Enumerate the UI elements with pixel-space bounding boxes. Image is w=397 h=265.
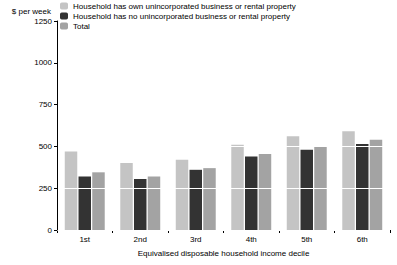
svg-text:750: 750 [39, 100, 53, 109]
svg-text:Household has own unincorporat: Household has own unincorporated busines… [73, 2, 296, 11]
svg-text:2nd: 2nd [134, 235, 147, 244]
svg-text:$ per week: $ per week [12, 7, 52, 16]
svg-text:1250: 1250 [34, 17, 52, 26]
svg-text:6th: 6th [357, 235, 368, 244]
svg-text:0: 0 [48, 226, 53, 235]
svg-text:Total: Total [73, 22, 90, 31]
svg-text:4th: 4th [246, 235, 257, 244]
svg-text:1000: 1000 [34, 58, 52, 67]
svg-text:Equivalised disposable househo: Equivalised disposable household income … [138, 249, 310, 258]
svg-text:1st: 1st [79, 235, 90, 244]
svg-text:3rd: 3rd [190, 235, 202, 244]
svg-text:Household has no unincorporate: Household has no unincorporated business… [73, 12, 290, 21]
svg-text:5th: 5th [301, 235, 312, 244]
svg-text:500: 500 [39, 142, 53, 151]
svg-text:250: 250 [39, 184, 53, 193]
